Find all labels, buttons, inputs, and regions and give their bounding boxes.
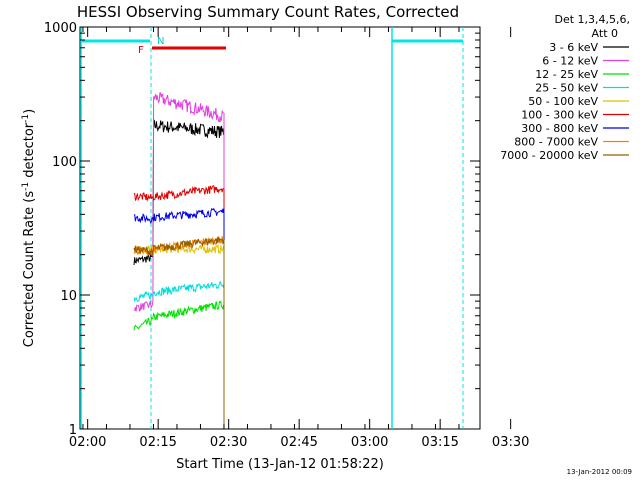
x-tick-label: 02:00 bbox=[69, 435, 106, 450]
plot-layer bbox=[80, 27, 464, 429]
y-axis: 1 10 100 1000 bbox=[44, 21, 480, 438]
x-tick-label: 03:00 bbox=[351, 435, 388, 450]
legend-label: 12 - 25 keV bbox=[535, 68, 598, 81]
legend-header-line-2: Att 0 bbox=[592, 27, 618, 40]
legend-label: 100 - 300 keV bbox=[521, 109, 598, 122]
flare-label: F bbox=[138, 45, 144, 56]
x-axis: 02:00 02:15 02:30 02:45 03:00 03:15 03:30 bbox=[69, 27, 529, 450]
y-tick-label: 10 bbox=[60, 289, 77, 304]
series-line bbox=[133, 185, 224, 202]
x-tick-label: 02:30 bbox=[210, 435, 247, 450]
legend-label: 3 - 6 keV bbox=[549, 41, 598, 54]
y-tick-label: 1000 bbox=[44, 21, 77, 36]
y-tick-label: 100 bbox=[52, 155, 77, 170]
footer-date: 13-Jan-2012 00:09 bbox=[567, 468, 632, 476]
legend-label: 800 - 7000 keV bbox=[514, 136, 598, 149]
legend-label: 25 - 50 keV bbox=[535, 82, 598, 95]
x-tick-label: 02:15 bbox=[139, 435, 176, 450]
x-axis-label: Start Time (13-Jan-12 01:58:22) bbox=[176, 457, 384, 472]
series-line bbox=[133, 207, 225, 225]
plot-frame bbox=[79, 26, 481, 430]
legend-label: 50 - 100 keV bbox=[528, 95, 598, 108]
chart-title: HESSI Observing Summary Count Rates, Cor… bbox=[77, 3, 459, 21]
x-tick-label: 02:45 bbox=[280, 435, 317, 450]
legend-label: 6 - 12 keV bbox=[542, 55, 598, 68]
y-tick-label: 1 bbox=[69, 423, 77, 438]
legend-label: 300 - 800 keV bbox=[521, 122, 598, 135]
legend-label: 7000 - 20000 keV bbox=[500, 149, 598, 162]
series-line bbox=[133, 280, 225, 303]
night-label: N bbox=[157, 36, 164, 47]
series-line bbox=[134, 92, 224, 313]
series-line bbox=[133, 236, 225, 256]
x-tick-label: 03:30 bbox=[492, 435, 529, 450]
legend-header-line-1: Det 1,3,4,5,6, bbox=[554, 13, 630, 26]
series-line bbox=[133, 119, 225, 266]
y-axis-label: Corrected Count Rate (s-1 detector-1) bbox=[21, 109, 37, 347]
series-line bbox=[133, 300, 225, 331]
x-tick-label: 03:15 bbox=[421, 435, 458, 450]
